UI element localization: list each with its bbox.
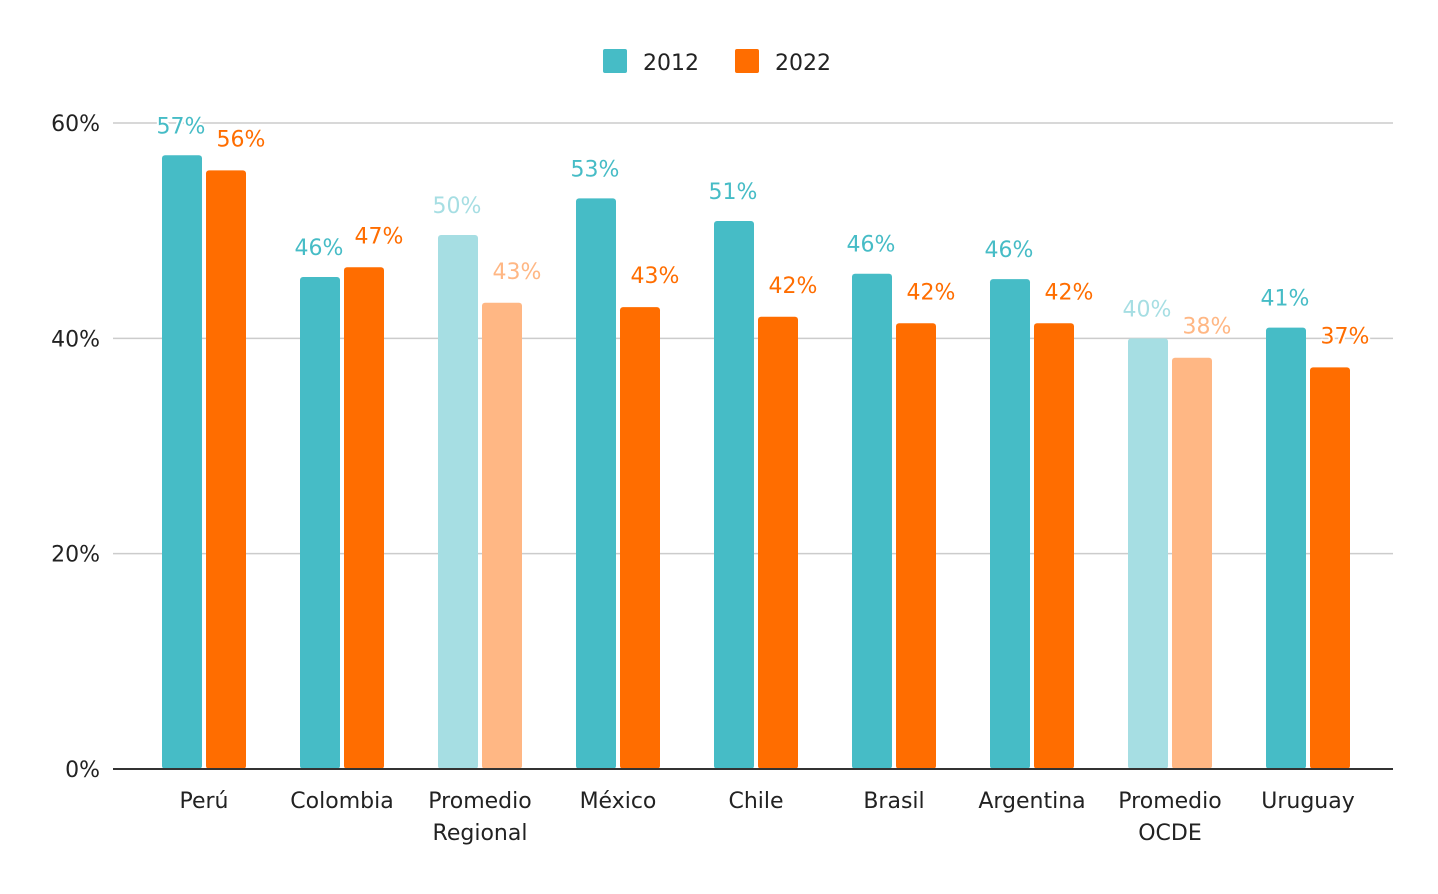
data-label-2012-7: 40% bbox=[1123, 297, 1172, 322]
x-category-label: OCDE bbox=[1138, 821, 1202, 846]
x-category-label: Regional bbox=[433, 821, 528, 846]
bar-2012-6 bbox=[990, 279, 1030, 769]
bar-2012-0 bbox=[162, 155, 202, 770]
bar-2022-5 bbox=[896, 323, 936, 769]
data-label-2022-5: 42% bbox=[907, 280, 956, 305]
data-label-2012-0: 57% bbox=[157, 114, 206, 139]
data-label-2022-3: 43% bbox=[631, 264, 680, 289]
x-category-label: Promedio bbox=[1118, 789, 1221, 814]
data-label-2022-8: 37% bbox=[1321, 324, 1370, 349]
bar-2012-2 bbox=[438, 234, 478, 769]
data-label-2012-6: 46% bbox=[985, 238, 1034, 263]
data-label-2022-6: 42% bbox=[1045, 280, 1094, 305]
bar-2022-3 bbox=[620, 307, 660, 769]
bar-2012-7 bbox=[1128, 338, 1168, 769]
x-category-label: Promedio bbox=[428, 789, 531, 814]
legend-label-2012: 2012 bbox=[643, 51, 699, 76]
legend-swatch-2012 bbox=[603, 49, 627, 73]
bars bbox=[162, 155, 1350, 770]
bar-2022-7 bbox=[1172, 357, 1212, 769]
y-axis-ticks: 0% 20% 40% 60% bbox=[51, 112, 100, 783]
bar-2022-8 bbox=[1310, 367, 1350, 769]
legend-swatch-2022 bbox=[735, 49, 759, 73]
y-tick-label: 40% bbox=[51, 327, 100, 352]
y-tick-label: 20% bbox=[51, 543, 100, 568]
x-category-label: México bbox=[580, 789, 657, 814]
y-tick-label: 0% bbox=[65, 758, 100, 783]
bar-2022-1 bbox=[344, 267, 384, 769]
data-label-2012-1: 46% bbox=[295, 236, 344, 261]
legend-label-2022: 2022 bbox=[775, 51, 831, 76]
data-label-2022-2: 43% bbox=[493, 260, 542, 285]
x-category-label: Perú bbox=[179, 789, 228, 814]
data-label-2012-3: 53% bbox=[571, 157, 620, 182]
data-label-2012-5: 46% bbox=[847, 233, 896, 258]
data-label-2022-0: 56% bbox=[217, 127, 266, 152]
data-label-2022-1: 47% bbox=[355, 224, 404, 249]
bar-2012-3 bbox=[576, 198, 616, 769]
x-category-label: Brasil bbox=[863, 789, 924, 814]
legend: 2012 2022 bbox=[603, 49, 831, 76]
bar-2012-1 bbox=[300, 276, 340, 769]
data-label-2012-8: 41% bbox=[1261, 287, 1310, 312]
bar-2012-4 bbox=[714, 220, 754, 769]
y-tick-label: 60% bbox=[51, 112, 100, 137]
data-label-2022-4: 42% bbox=[769, 274, 818, 299]
x-category-label: Uruguay bbox=[1261, 789, 1355, 814]
x-category-label: Colombia bbox=[290, 789, 393, 814]
x-axis-categories: Perú Colombia Promedio Regional México Chile B… bbox=[179, 789, 1354, 846]
x-category-label: Argentina bbox=[978, 789, 1085, 814]
data-label-2022-7: 38% bbox=[1183, 315, 1232, 340]
bar-2022-2 bbox=[482, 302, 522, 769]
bar-2022-4 bbox=[758, 316, 798, 769]
bar-2012-8 bbox=[1266, 327, 1306, 769]
data-label-2012-2: 50% bbox=[433, 194, 482, 219]
bar-2012-5 bbox=[852, 273, 892, 769]
x-category-label: Chile bbox=[728, 789, 783, 814]
bar-2022-6 bbox=[1034, 323, 1074, 769]
bar-2022-0 bbox=[206, 170, 246, 769]
data-labels: 57% 56% 46% 47% 50% 43% 53% 43% 51% 42% 46% 42% 46% 4… bbox=[155, 112, 1372, 351]
data-label-2012-4: 51% bbox=[709, 180, 758, 205]
